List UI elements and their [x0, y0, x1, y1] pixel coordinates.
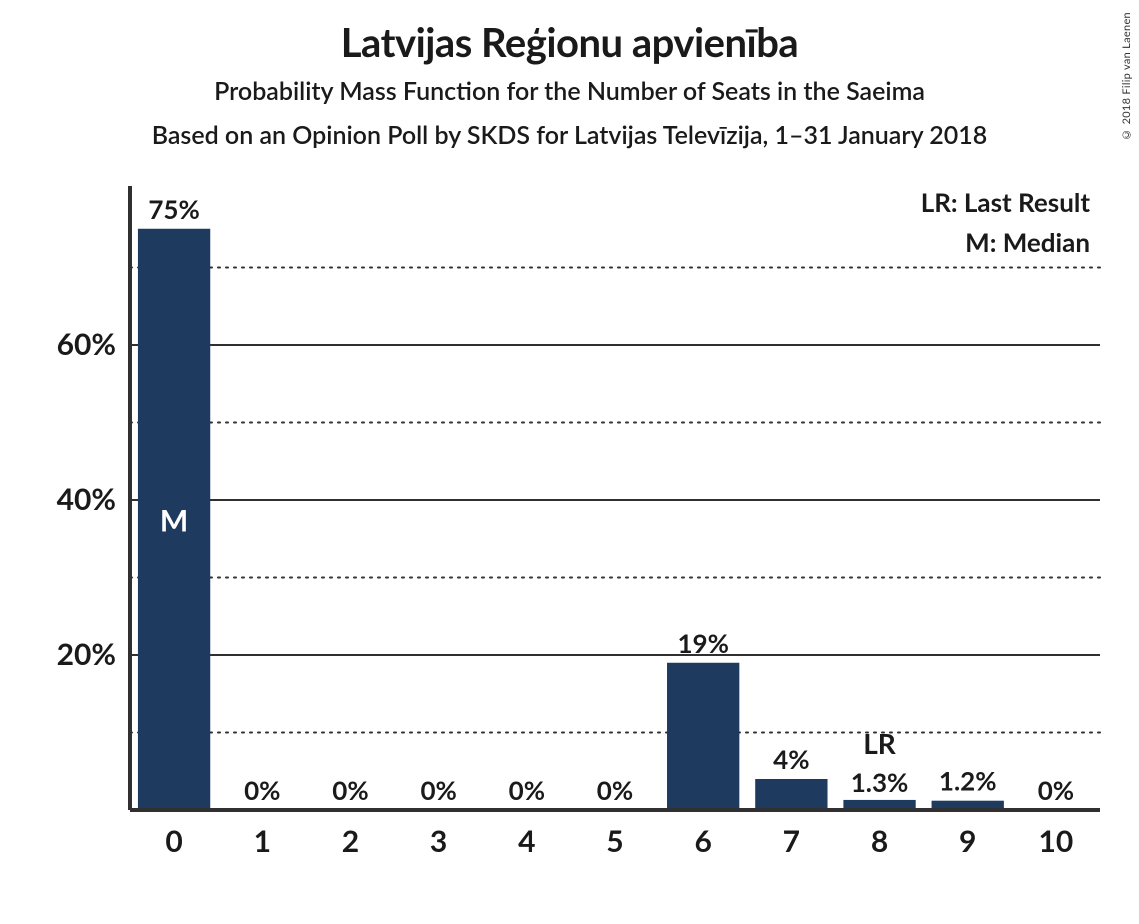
bar: [755, 779, 827, 810]
bar-value-label: 1.2%: [939, 765, 997, 797]
x-tick-label: 2: [342, 823, 359, 859]
legend-median: M: Median: [965, 226, 1090, 258]
x-tick-label: 1: [254, 823, 271, 859]
bar-value-label: 0%: [597, 774, 633, 806]
bar-value-label: 75%: [148, 193, 199, 225]
y-tick-label: 40%: [57, 481, 116, 517]
x-tick-label: 5: [606, 823, 623, 859]
bar-value-label: 0%: [332, 774, 368, 806]
y-tick-label: 20%: [57, 636, 116, 672]
median-marker: M: [160, 502, 188, 538]
x-tick-label: 0: [165, 823, 182, 859]
x-tick-label: 6: [694, 823, 711, 859]
bar: [667, 663, 739, 810]
bar-value-label: 4%: [773, 743, 809, 775]
x-tick-label: 9: [959, 823, 976, 859]
bar-value-label: 0%: [420, 774, 456, 806]
x-tick-label: 3: [430, 823, 447, 859]
chart-title: Latvijas Reģionu apvienība: [0, 18, 1139, 66]
x-tick-label: 8: [871, 823, 888, 859]
bar-value-label: 0%: [244, 774, 280, 806]
chart-subtitle: Probability Mass Function for the Number…: [0, 76, 1139, 106]
bar-value-label: 1.3%: [851, 766, 909, 798]
legend-lr: LR: Last Result: [921, 186, 1091, 218]
x-tick-label: 7: [783, 823, 800, 859]
chart-source: Based on an Opinion Poll by SKDS for Lat…: [0, 120, 1139, 150]
bar-value-label: 0%: [509, 774, 545, 806]
bar-value-label: 19%: [677, 627, 728, 659]
x-tick-label: 4: [518, 823, 535, 859]
lr-marker: LR: [863, 726, 897, 760]
x-tick-label: 10: [1039, 823, 1074, 859]
y-tick-label: 60%: [57, 326, 116, 362]
bar-value-label: 0%: [1038, 774, 1074, 806]
pmf-bar-chart: 20%40%60%75%00%10%20%30%40%519%64%71.3%8…: [40, 180, 1110, 880]
copyright-notice: © 2018 Filip van Laenen: [1120, 12, 1133, 141]
